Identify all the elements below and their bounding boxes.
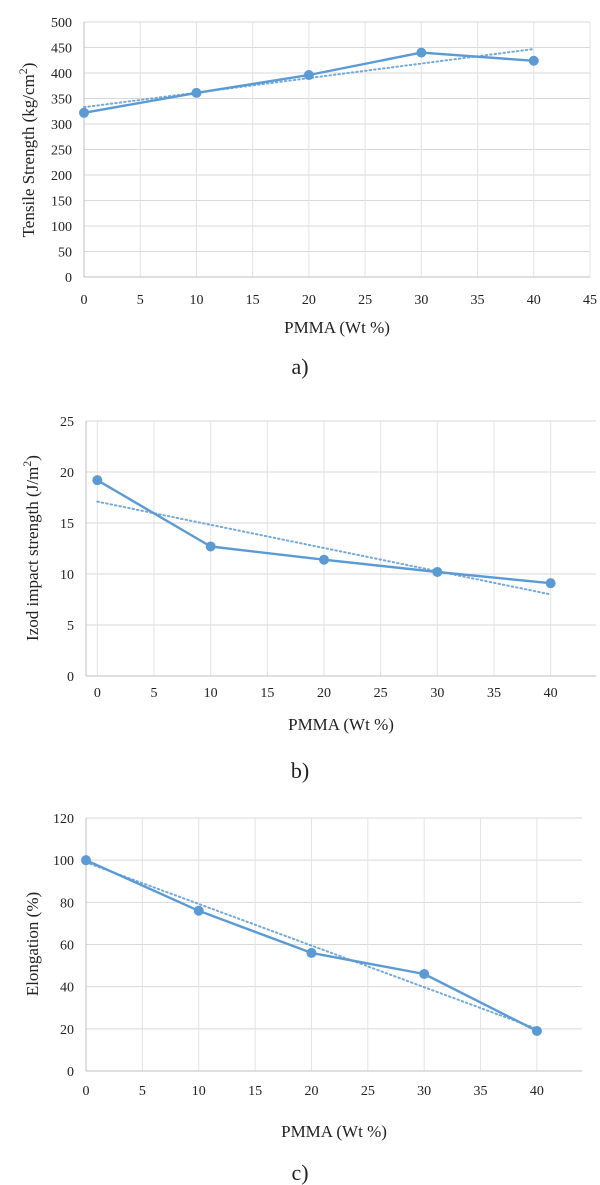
x-tick-label: 40 — [544, 686, 558, 701]
trendline — [96, 500, 552, 596]
x-tick-label: 35 — [487, 686, 501, 701]
x-tick-label: 40 — [530, 1084, 544, 1099]
x-tick-label: 35 — [474, 1084, 488, 1099]
x-tick-label: 25 — [358, 293, 372, 308]
y-axis-title-end: ) — [19, 63, 38, 69]
x-axis-title: PMMA (Wt %) — [288, 715, 394, 734]
panel-caption: a) — [291, 354, 308, 379]
x-tick-label: 25 — [374, 686, 388, 701]
y-axis-title-text: Tensile Strength (kg/cm — [19, 74, 38, 237]
x-tick-label: 0 — [81, 293, 88, 308]
x-tick-label: 35 — [471, 293, 485, 308]
x-tick-label: 20 — [317, 686, 331, 701]
y-axis-title: Tensile Strength (kg/cm2) — [16, 63, 38, 238]
y-axis-title-superscript: 2 — [16, 68, 30, 74]
panel-caption: c) — [291, 1160, 308, 1185]
data-point-marker — [319, 554, 329, 565]
x-tick-label: 30 — [414, 293, 428, 308]
data-point-marker — [92, 475, 103, 486]
x-axis-title: PMMA (Wt %) — [284, 318, 390, 337]
data-point-marker — [193, 905, 204, 916]
y-tick-label: 0 — [65, 271, 72, 286]
trendline — [85, 861, 538, 1030]
y-tick-label: 25 — [60, 415, 74, 430]
data-point-marker — [419, 969, 430, 980]
y-tick-label: 100 — [53, 854, 74, 869]
y-tick-label: 150 — [51, 195, 72, 210]
x-tick-label: 10 — [192, 1084, 206, 1099]
y-tick-label: 10 — [60, 568, 74, 583]
y-tick-label: 15 — [60, 517, 74, 532]
x-tick-label: 30 — [417, 1084, 431, 1099]
y-tick-label: 450 — [51, 42, 72, 57]
y-tick-label: 250 — [51, 144, 72, 159]
x-tick-label: 10 — [189, 293, 203, 308]
y-tick-label: 20 — [60, 466, 74, 481]
x-axis-title: PMMA (Wt %) — [281, 1122, 387, 1141]
x-tick-label: 20 — [304, 1084, 318, 1099]
x-tick-label: 40 — [527, 293, 541, 308]
x-tick-label: 45 — [583, 293, 597, 308]
x-tick-label: 15 — [248, 1084, 262, 1099]
y-axis-title-end: ) — [23, 455, 42, 461]
x-tick-label: 10 — [204, 686, 218, 701]
y-tick-label: 80 — [60, 896, 74, 911]
chart-panel-1: 0 50 100 150 200 250 300 350 400 450 500 0 5 10 15 20 25… — [16, 16, 597, 379]
chart-panel-3: 0 20 40 60 80 100 120 0 5 10 15 20 25 30 35 40 PMMA (Wt … — [23, 812, 582, 1185]
y-axis-title-superscript: 2 — [20, 461, 34, 467]
x-tick-label: 15 — [260, 686, 274, 701]
data-point-marker — [545, 578, 556, 589]
y-tick-label: 120 — [53, 812, 74, 827]
panel-caption: b) — [291, 758, 309, 783]
y-axis-title: Izod impact strength (J/m2) — [20, 455, 42, 641]
y-tick-label: 350 — [51, 93, 72, 108]
y-tick-label: 60 — [60, 939, 74, 954]
x-tick-label: 15 — [246, 293, 260, 308]
chart-panel-2: 0 5 10 15 20 25 0 5 10 15 20 25 30 35 40 PMMA (Wt %) Izo… — [20, 415, 596, 783]
y-tick-label: 50 — [58, 246, 72, 261]
x-tick-label: 25 — [361, 1084, 375, 1099]
x-tick-label: 5 — [151, 686, 158, 701]
y-tick-label: 40 — [60, 981, 74, 996]
y-tick-label: 100 — [51, 220, 72, 235]
y-axis-title-text: Elongation (%) — [23, 892, 42, 996]
y-axis-title: Elongation (%) — [23, 892, 42, 996]
x-tick-label: 5 — [137, 293, 144, 308]
data-point-marker — [79, 107, 89, 118]
y-tick-label: 500 — [51, 16, 72, 31]
y-tick-label: 0 — [67, 670, 74, 685]
x-tick-label: 0 — [83, 1084, 90, 1099]
y-tick-label: 20 — [60, 1023, 74, 1038]
trendline — [83, 48, 535, 109]
y-tick-label: 300 — [51, 118, 72, 133]
y-axis-title-text: Izod impact strength (J/m — [23, 467, 42, 641]
y-tick-label: 200 — [51, 169, 72, 184]
data-point-marker — [205, 541, 216, 552]
y-tick-label: 0 — [67, 1065, 74, 1080]
data-point-marker — [528, 55, 539, 66]
x-tick-label: 30 — [430, 686, 444, 701]
data-point-marker — [416, 47, 427, 58]
y-tick-label: 400 — [51, 67, 72, 82]
x-tick-label: 5 — [139, 1084, 146, 1099]
x-tick-label: 0 — [94, 686, 101, 701]
data-point-marker — [306, 947, 317, 958]
y-tick-label: 5 — [67, 619, 74, 634]
x-tick-label: 20 — [302, 293, 316, 308]
